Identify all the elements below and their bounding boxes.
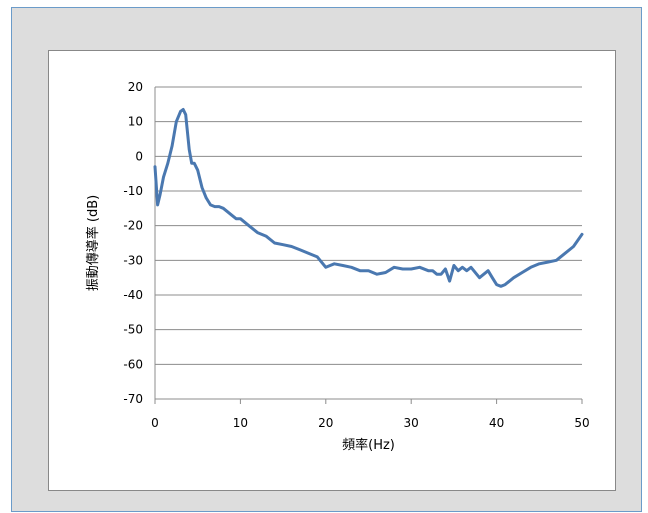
gridlines [155,86,582,400]
y-tick-label: -40 [123,288,143,302]
y-axis-label: 振動傳導率 (dB) [85,195,101,291]
series-line [153,108,584,288]
axes [154,87,583,404]
x-tick-label: 20 [318,416,333,430]
y-tick-labels: 20 10 0 -10 -20 -30 -40 -50 -60 -70 [123,80,143,406]
y-tick-label: -20 [123,219,143,233]
chart-plot-panel [48,50,616,491]
x-tick-label: 40 [489,416,504,430]
x-tick-label: 50 [574,416,589,430]
series-group [153,108,584,288]
x-tick-labels: 0 10 20 30 40 50 [151,416,589,430]
y-tick-label: -10 [123,184,143,198]
y-tick-label: 0 [135,149,143,163]
x-axis-label: 頻率(Hz) [342,437,395,453]
y-tick-label: -30 [123,253,143,267]
y-tick-label: -50 [123,323,143,337]
x-tick-label: 10 [233,416,248,430]
y-tick-label: 20 [128,80,143,94]
y-tick-label: 10 [128,115,143,129]
x-tick-label: 0 [151,416,159,430]
x-tick-label: 30 [404,416,419,430]
y-tick-label: -70 [123,392,143,406]
y-tick-label: -60 [123,357,143,371]
chart-frame [11,7,642,512]
